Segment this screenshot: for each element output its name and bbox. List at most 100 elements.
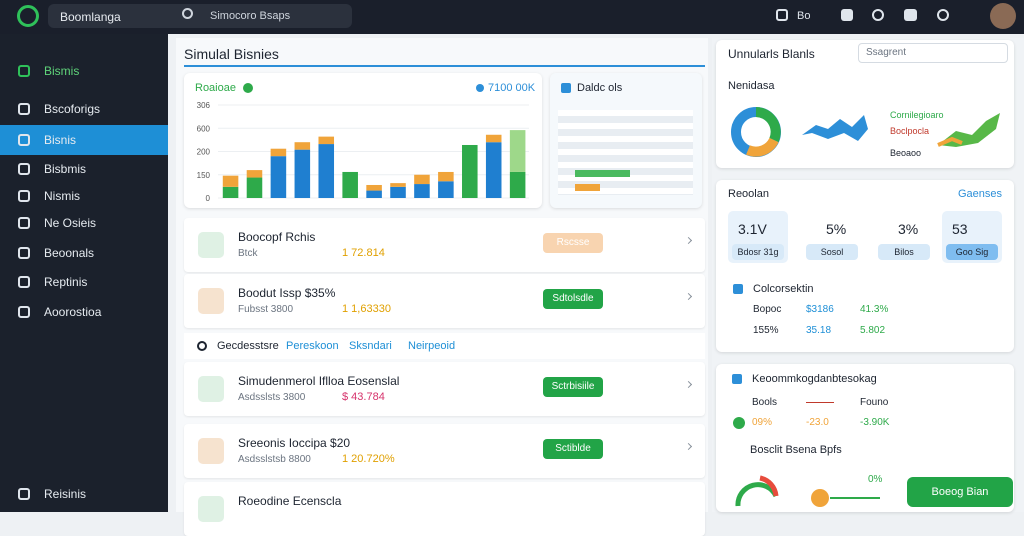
list-row: [184, 362, 705, 416]
icon-mail[interactable]: [841, 9, 853, 21]
y-tick-label: 0: [206, 194, 211, 203]
bar-segment: [366, 190, 382, 198]
nav-item[interactable]: Aoorostioa: [44, 305, 102, 319]
tab[interactable]: Sksndari: [349, 340, 392, 352]
nav-icon[interactable]: [18, 217, 30, 229]
nav-icon[interactable]: [18, 190, 30, 202]
icon-alert[interactable]: [937, 9, 949, 21]
stats-title: Reoolan: [728, 188, 769, 200]
bar-segment: [485, 142, 502, 198]
nav-item[interactable]: Beoonals: [44, 246, 95, 260]
total-icon: [476, 84, 484, 92]
bar-segment: [246, 170, 263, 178]
tab-icon: [197, 341, 207, 351]
stats-card: [716, 180, 1014, 352]
brand: Boomlanga: [60, 10, 121, 24]
nav-icon[interactable]: [18, 247, 30, 259]
row-icon: [198, 232, 224, 258]
badge[interactable]: Bo: [797, 10, 811, 22]
side-card-bar: [575, 170, 630, 177]
nav-icon[interactable]: [18, 163, 30, 175]
bar-segment: [390, 186, 406, 198]
stats-link[interactable]: Gaenses: [958, 188, 1003, 200]
bar-segment: [438, 181, 454, 198]
bar-segment: [318, 136, 335, 145]
side-card-title: Daldc ols: [577, 82, 623, 94]
bar-segment: [222, 186, 239, 198]
icon-apps[interactable]: [904, 9, 917, 21]
row-amount: 1 20.720%: [342, 453, 395, 465]
row-icon: [198, 496, 224, 522]
row-action[interactable]: Sdtolsdle: [543, 289, 603, 309]
row-action[interactable]: Rscsse: [543, 233, 603, 253]
list-row: [184, 424, 705, 478]
row-title: Boocopf Rchis: [238, 230, 316, 244]
tab[interactable]: Gecdesstsre: [217, 340, 279, 352]
right-search[interactable]: [858, 43, 1008, 63]
gauge: [735, 482, 779, 507]
nav-icon[interactable]: [18, 276, 30, 288]
nav-item[interactable]: Ne Osieis: [44, 216, 97, 230]
nav-item[interactable]: Bisnis: [44, 133, 77, 147]
nav-item[interactable]: Bismis: [44, 64, 80, 78]
row-sub: Asdsslstsb 8800: [238, 454, 311, 465]
search-icon: [182, 8, 193, 19]
title-underline: [184, 65, 705, 67]
right-search-text[interactable]: Ssagrent: [866, 47, 907, 58]
nav-item[interactable]: Nismis: [44, 189, 80, 203]
row-action[interactable]: Sctiblde: [543, 439, 603, 459]
row-amount: 1 72.814: [342, 247, 385, 259]
primary-button[interactable]: Boeog Bian: [907, 477, 1013, 507]
row-action[interactable]: Sctrbisiile: [543, 377, 603, 397]
main-title: Simulal Bisnies: [184, 46, 279, 62]
row-icon: [733, 417, 745, 429]
detail-sub: Bosclit Bsena Bpfs: [750, 444, 842, 456]
chart-card: [184, 73, 542, 208]
tab[interactable]: Neirpeoid: [408, 340, 456, 352]
list-row: [184, 482, 705, 536]
nav-item[interactable]: Reptinis: [44, 275, 88, 289]
nav-item[interactable]: Bisbmis: [44, 162, 87, 176]
row-title: Boodut Issp $35%: [238, 286, 336, 300]
nav-item[interactable]: Bscoforigs: [44, 102, 101, 116]
bar-segment: [294, 142, 311, 150]
bar-segment: [294, 149, 311, 198]
stats-heading: Colcorsektin: [753, 283, 814, 295]
icon-bell[interactable]: [776, 9, 788, 21]
bar-segment: [246, 177, 263, 198]
nav-icon[interactable]: [18, 103, 30, 115]
stat-label: Bdosr 31g: [732, 244, 784, 260]
list-row: [184, 218, 705, 272]
tab[interactable]: Pereskoon: [286, 340, 339, 352]
detail-title: Keoommkogdanbtesokag: [752, 373, 877, 385]
bar-segment: [222, 175, 239, 187]
row-sub: Asdsslsts 3800: [238, 392, 306, 403]
bar-segment: [270, 156, 287, 198]
side-card-icon: [561, 83, 571, 93]
legend-item: Boclpocla: [890, 126, 930, 136]
bar-chart: 306 600 200 150 0: [197, 101, 529, 203]
chart-title-icon: [243, 83, 253, 93]
area-spark: [802, 115, 868, 141]
y-tick-label: 150: [197, 171, 211, 180]
icon-clock[interactable]: [872, 9, 884, 21]
nav-icon[interactable]: [18, 134, 30, 146]
bar-segment: [342, 171, 358, 198]
nav-icon[interactable]: [18, 306, 30, 318]
bar-segment: [366, 184, 382, 191]
search-box[interactable]: [48, 4, 352, 28]
bar-segment: [318, 144, 335, 198]
avatar[interactable]: [990, 3, 1016, 29]
nav-item[interactable]: Reisinis: [44, 487, 87, 501]
logo[interactable]: [17, 5, 39, 27]
stat-label: Goo Sig: [946, 244, 998, 260]
stat-value: 3%: [898, 221, 919, 237]
nav-icon[interactable]: [18, 488, 30, 500]
bar-segment: [414, 174, 430, 185]
nav-icon[interactable]: [18, 65, 30, 77]
bar-segment: [414, 184, 430, 198]
search-input[interactable]: Simocoro Bsaps: [210, 10, 291, 22]
chart-title: Roaioae: [195, 82, 236, 94]
side-card-table: [558, 110, 693, 195]
